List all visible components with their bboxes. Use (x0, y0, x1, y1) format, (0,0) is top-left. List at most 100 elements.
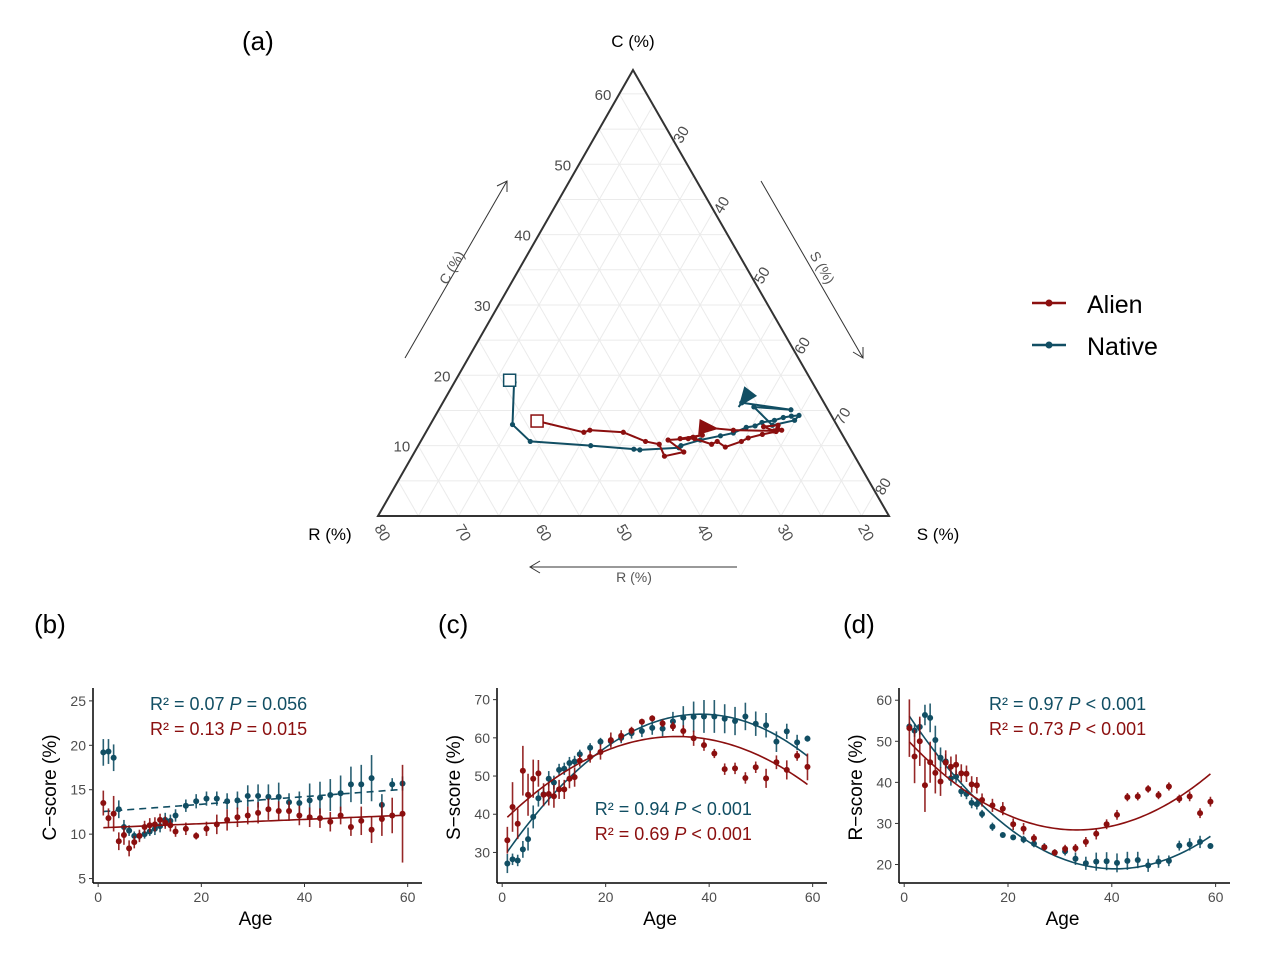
p-value-text: = 0.015 (242, 719, 308, 739)
native-data-point (316, 794, 323, 801)
native-stat-annotation: R² = 0.97 P < 0.001 (989, 694, 1146, 714)
native-ternary-point (527, 438, 533, 445)
grid-line-s (579, 245, 735, 517)
y-axis-title: C−score (%) (40, 734, 61, 840)
panel-b-c-score: 0 20 40 60 5 10 15 20 25 Age C−score (%) R² = 0.07 … (40, 688, 422, 930)
alien-data-point (1207, 798, 1214, 805)
native-data-point (763, 722, 770, 729)
alien-data-point (953, 761, 960, 768)
alien-data-point (306, 814, 313, 821)
grid-line-r (598, 128, 822, 517)
alien-data-point (566, 775, 573, 782)
alien-data-point (680, 727, 687, 734)
y-tick-label: 20 (876, 857, 892, 873)
alien-data-point (265, 806, 272, 813)
r-arrow-label: R (%) (616, 569, 652, 585)
alien-data-point (347, 824, 354, 831)
native-data-point (649, 724, 656, 731)
alien-data-point (1197, 810, 1204, 817)
alien-data-point (963, 770, 970, 777)
grid-line-s (861, 491, 876, 517)
alien-data-point (234, 814, 241, 821)
alien-data-point (628, 727, 635, 734)
native-fit-line (103, 788, 403, 813)
native-data-point (711, 713, 718, 720)
alien-start-square (530, 414, 544, 428)
legend-alien-label: Alien (1087, 291, 1143, 319)
alien-data-point (1072, 845, 1079, 852)
alien-data-point (1030, 835, 1037, 842)
native-ternary-point (631, 446, 637, 452)
grid-line-s (417, 104, 654, 517)
native-data-point (337, 790, 344, 797)
grid-line-r (397, 480, 419, 517)
alien-ternary-point (620, 429, 626, 435)
legend-item-native: Native (1032, 333, 1158, 361)
alien-ternary-point (685, 436, 691, 442)
s-direction-arrow: S (%) (760, 180, 864, 359)
alien-data-point (649, 715, 656, 722)
native-data-point (545, 775, 552, 782)
c-tick-label: 60 (595, 87, 612, 104)
alien-data-point (979, 797, 986, 804)
alien-data-point (399, 810, 406, 817)
native-data-point (110, 754, 117, 761)
native-data-point (265, 793, 272, 800)
alien-data-point (151, 821, 158, 828)
grid-line-r (478, 339, 580, 517)
alien-ternary-point (692, 436, 698, 442)
native-data-point (504, 860, 511, 867)
c-direction-arrow: C (%) (404, 180, 508, 359)
native-data-point (921, 712, 928, 719)
native-data-point (742, 713, 749, 720)
y-tick-label: 5 (78, 871, 86, 887)
r-tick-label: 60 (532, 522, 555, 545)
alien-data-point (763, 775, 770, 782)
alien-data-point (1062, 845, 1069, 852)
alien-data-point (167, 822, 174, 829)
alien-data-point (659, 720, 666, 727)
native-data-point (1114, 859, 1120, 866)
alien-data-point (597, 748, 604, 755)
native-data-point (669, 718, 676, 725)
alien-data-point (1186, 793, 1193, 800)
alien-data-point (162, 819, 169, 826)
grid-line-s (538, 210, 715, 517)
grid-line-s (699, 351, 795, 517)
panel-label-a: (a) (242, 26, 274, 56)
alien-data-point (1082, 838, 1089, 845)
p-value-text: < 0.001 (1081, 719, 1147, 739)
native-data-point (525, 836, 532, 843)
p-label: P (230, 719, 242, 739)
grid-line-r (518, 269, 661, 517)
alien-data-point (989, 802, 996, 809)
native-data-point (1134, 856, 1141, 863)
alien-data-point (690, 735, 697, 742)
native-data-point (327, 792, 334, 799)
alien-data-point (1020, 825, 1027, 832)
native-ternary-point (788, 413, 794, 419)
y-tick-label: 25 (70, 693, 86, 709)
p-value-text: = 0.056 (242, 694, 308, 714)
native-ternary-point (751, 404, 757, 410)
ternary-ticks: 10 20 30 40 50 60 80 70 60 50 40 30 20 30 40 50 60 70 80 (371, 87, 896, 545)
native-data-point (514, 857, 521, 864)
alien-data-point (120, 832, 127, 839)
legend-native-label: Native (1087, 333, 1158, 361)
native-data-point (535, 795, 542, 802)
native-data-point (773, 738, 780, 745)
r-tick-label: 70 (451, 522, 474, 545)
x-tick-label: 40 (297, 889, 313, 905)
c-tick-label: 30 (474, 298, 491, 315)
s-tick-label: 30 (670, 123, 693, 146)
native-data-point (182, 802, 189, 809)
native-ternary-point (743, 424, 749, 430)
x-tick-label: 60 (805, 889, 821, 905)
alien-data-point (286, 808, 293, 815)
native-data-point (105, 748, 112, 755)
alien-data-point (587, 753, 594, 760)
r-tick-label: 80 (371, 522, 394, 545)
native-stat-annotation: R² = 0.07 P = 0.056 (150, 694, 307, 714)
native-data-point (953, 773, 960, 780)
alien-data-point (607, 737, 614, 744)
